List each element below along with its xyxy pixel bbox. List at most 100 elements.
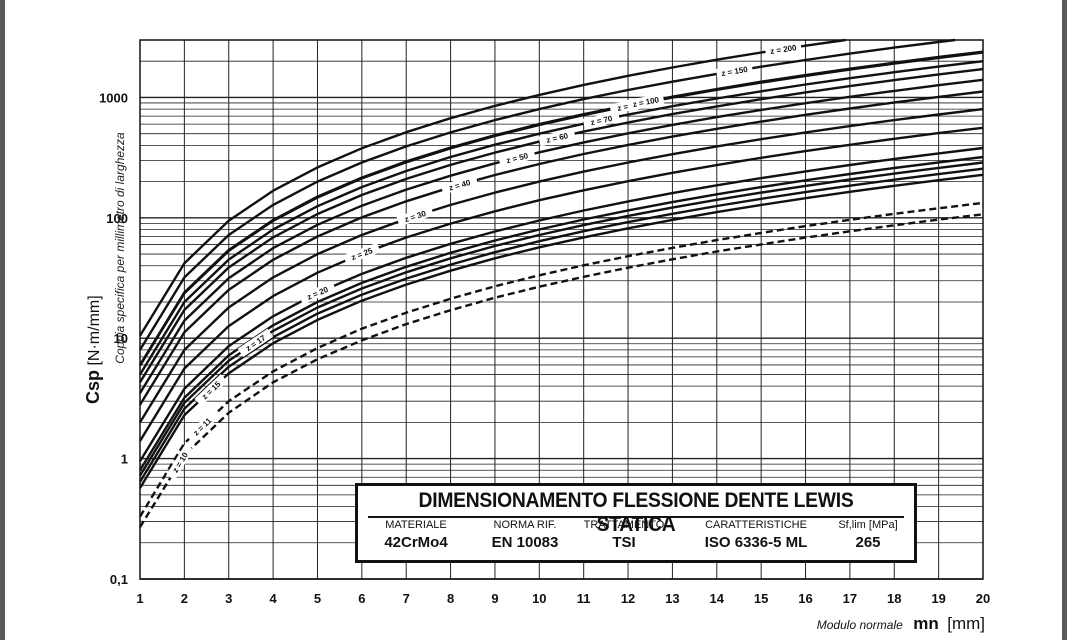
series-label-bg <box>396 205 434 227</box>
x-tick-label: 7 <box>403 591 410 606</box>
spec-col-materiale: MATERIALE 42CrMo4 <box>376 519 456 551</box>
series-layer <box>138 38 984 528</box>
x-tick-label: 9 <box>491 591 498 606</box>
series-line-15 <box>138 38 956 351</box>
series-line-7 <box>138 126 984 442</box>
series-label-bg <box>582 111 621 129</box>
series-label: z = 50 <box>505 151 529 165</box>
series-label-bg <box>185 410 219 443</box>
x-tick-label: 17 <box>843 591 857 606</box>
spec-col-trattamento: TRATTAMENTO TSI <box>576 519 672 551</box>
series-line-8 <box>138 107 984 424</box>
spec-header: TRATTAMENTO <box>583 519 665 531</box>
series-line-10 <box>138 78 984 394</box>
series-label: z = 70 <box>590 114 614 127</box>
series-line-1 <box>138 201 984 518</box>
x-axis-description: Modulo normale <box>816 618 903 632</box>
series-label: z = 10 <box>171 450 190 474</box>
window-edge-right <box>1062 0 1067 640</box>
spec-header: Sf,lim [MPa] <box>838 519 898 531</box>
x-tick-label: 2 <box>181 591 188 606</box>
series-label: z = 200 <box>770 43 798 56</box>
x-tick-label: 1 <box>136 591 143 606</box>
series-label-bg <box>237 328 274 357</box>
spec-value: EN 10083 <box>491 534 559 551</box>
series-line-9 <box>138 90 984 406</box>
tick-labels: 1 2 3 4 5 6 7 8 9 10 11 12 13 14 15 16 17 18 19 200,1110100… <box>99 90 990 606</box>
y-axis-label: Csp [N·m/mm] <box>83 24 111 404</box>
series-line-5 <box>138 155 984 471</box>
y-tick-label: 1000 <box>99 90 128 105</box>
series-label-bg <box>538 128 576 147</box>
y-tick-label: 0,1 <box>110 572 128 587</box>
spec-header: CARATTERISTICHE <box>705 519 807 531</box>
x-tick-label: 16 <box>798 591 812 606</box>
series-label-bg <box>298 281 337 305</box>
spec-info-box: DIMENSIONAMENTO FLESSIONE DENTE LEWIS ST… <box>355 483 917 563</box>
x-tick-label: 10 <box>532 591 546 606</box>
series-label-bg <box>715 63 754 79</box>
y-axis-label-group: Csp [N·m/mm] Coppia specifica per millim… <box>48 20 127 420</box>
x-tick-label: 19 <box>931 591 945 606</box>
series-label-bg <box>627 93 665 110</box>
series-label-group: z = 70 <box>582 111 621 129</box>
spec-header: MATERIALE <box>385 519 447 531</box>
series-label-group: z = 17 <box>237 328 274 357</box>
series-label: z = 150 <box>721 65 749 78</box>
series-line-0 <box>138 213 984 528</box>
spec-value: 42CrMo4 <box>384 534 448 551</box>
series-line-3 <box>138 167 984 483</box>
y-tick-label: 1 <box>121 452 128 467</box>
y-tick-label: 10 <box>114 331 128 346</box>
series-label-bg <box>194 374 228 407</box>
series-label-bg <box>764 41 802 57</box>
x-tick-label: 6 <box>358 591 365 606</box>
series-label-bg <box>498 148 536 167</box>
x-tick-label: 5 <box>314 591 321 606</box>
spec-header: NORMA RIF. <box>493 519 557 531</box>
x-axis-label: Modulo normale mn [mm] <box>770 614 985 634</box>
x-tick-label: 12 <box>621 591 635 606</box>
window-edge-left <box>0 0 5 640</box>
x-tick-label: 4 <box>269 591 277 606</box>
series-line-6 <box>138 146 984 462</box>
series-line-4 <box>138 161 984 477</box>
series-label-bg <box>440 175 479 195</box>
x-tick-label: 11 <box>577 591 591 606</box>
y-axis-symbol: Csp <box>83 369 103 404</box>
y-axis-description: Coppia specifica per millimetro di largh… <box>113 132 127 364</box>
spec-value: 265 <box>855 534 881 551</box>
series-label-bg <box>343 242 381 265</box>
x-axis-symbol: mn <box>913 614 939 633</box>
x-tick-label: 15 <box>754 591 768 606</box>
x-tick-label: 13 <box>665 591 679 606</box>
series-label-bg <box>166 444 194 481</box>
plot-border <box>139 39 984 580</box>
spec-col-sflim: Sf,lim [MPa] 265 <box>824 519 912 551</box>
series-line-2 <box>138 173 984 489</box>
series-label-group: z = 150 <box>715 63 754 79</box>
x-tick-label: 3 <box>225 591 232 606</box>
series-line-16 <box>138 38 846 337</box>
spec-col-norma: NORMA RIF. EN 10083 <box>480 519 570 551</box>
spec-value: ISO 6336-5 ML <box>704 534 808 551</box>
y-tick-label: 100 <box>106 211 128 226</box>
spec-title: DIMENSIONAMENTO FLESSIONE DENTE LEWIS ST… <box>418 489 854 536</box>
x-tick-label: 8 <box>447 591 454 606</box>
spec-value: TSI <box>612 534 636 551</box>
series-label-group: z = 200 <box>764 41 802 57</box>
series-line-14 <box>138 50 984 366</box>
spec-divider <box>368 516 904 518</box>
x-tick-label: 20 <box>976 591 990 606</box>
series-label: z = 30 <box>403 209 427 224</box>
x-tick-label: 14 <box>710 591 725 606</box>
y-axis-unit: [N·m/mm] <box>86 295 103 366</box>
series-label: z = 60 <box>545 131 569 145</box>
spec-col-caratteristiche: CARATTERISTICHE ISO 6336-5 ML <box>692 519 820 551</box>
x-axis-unit: [mm] <box>947 614 985 633</box>
grid-minor <box>140 39 983 544</box>
series-label: z = 40 <box>448 178 472 193</box>
series-line-12 <box>138 60 984 376</box>
